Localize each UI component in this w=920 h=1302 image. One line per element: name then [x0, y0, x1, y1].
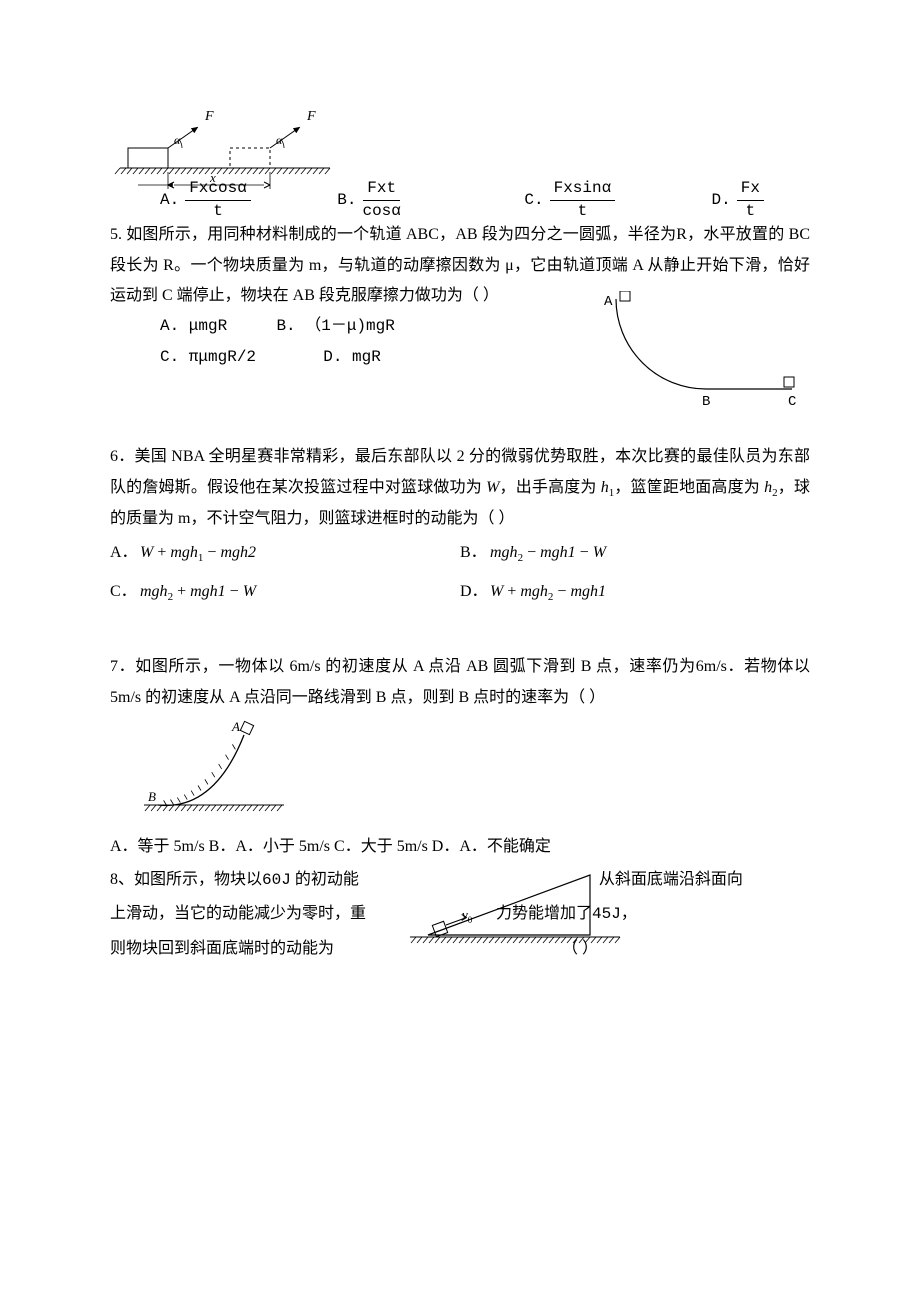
q8-line2a: 上滑动，当它的动能减少为零时，重	[110, 905, 366, 922]
q6-W: W	[486, 479, 499, 496]
svg-text:F: F	[204, 110, 214, 124]
q5-opt-b: B. （1－μ)mgR	[276, 317, 394, 335]
q4-opt-b: B. Fxt cosα	[337, 180, 524, 220]
q4-figure: ααFFx	[110, 110, 810, 180]
opt-label: B.	[337, 185, 356, 215]
q8-block: v0 8、如图所示，物块以60J 的初动能从斜面底端沿斜面向 上滑动，当它的动能…	[110, 863, 810, 966]
q8-line3-text: 则物块回到斜面底端时的动能为	[110, 940, 334, 957]
q4-opt-d: D. Fx t	[712, 180, 810, 220]
q8-diagram: v0	[410, 867, 630, 964]
q8-e0: 60J	[262, 871, 291, 889]
svg-text:α: α	[174, 133, 181, 147]
svg-text:α: α	[276, 133, 283, 147]
q4-options: A. Fxcosα t B. Fxt cosα C. Fxsinα t D. F…	[110, 180, 810, 220]
q4-opt-c: C. Fxsinα t	[524, 180, 711, 220]
opt-label: A.	[160, 185, 179, 215]
numerator: Fxt	[363, 180, 400, 201]
q6-opt-c: C．mgh2 + mgh1 − W	[110, 577, 460, 608]
svg-text:A: A	[604, 294, 613, 310]
svg-text:B: B	[702, 394, 710, 410]
q6-opt-a: A．W + mgh1 − mgh2	[110, 538, 460, 569]
numerator: Fxcosα	[185, 180, 251, 201]
svg-text:C: C	[788, 394, 796, 410]
q6-h2: h2	[764, 479, 778, 496]
q4-opt-a: A. Fxcosα t	[160, 180, 337, 220]
q7-options: A．等于 5m/s B．A．小于 5m/s C．大于 5m/s D．A．不能确定	[110, 832, 810, 862]
denominator: t	[213, 201, 223, 221]
fraction: Fxcosα t	[185, 180, 251, 220]
q5-choices-block: A. μmgR B. （1－μ)mgR C. πμmgR/2 D. mgR AB…	[110, 311, 810, 372]
q6-opt-b: B．mgh2 − mgh1 − W	[460, 538, 810, 569]
q5-opt-c: C. πμmgR/2	[160, 348, 256, 366]
numerator: Fxsinα	[550, 180, 616, 201]
q6-opt-d: D．W + mgh2 − mgh1	[460, 577, 810, 608]
denominator: cosα	[362, 201, 400, 221]
q8-mid1: 的初动能	[291, 871, 359, 888]
q6-text-b: ，出手高度为	[499, 479, 600, 496]
svg-text:B: B	[148, 789, 156, 804]
q6-text: 6．美国 NBA 全明星赛非常精彩，最后东部队以 2 分的微弱优势取胜，本次比赛…	[110, 442, 810, 534]
numerator: Fx	[737, 180, 764, 201]
q5-diagram: A B C	[600, 291, 810, 422]
fraction: Fxt cosα	[362, 180, 400, 220]
svg-text:F: F	[306, 110, 316, 124]
fraction: Fxsinα t	[550, 180, 616, 220]
q7-text: 7．如图所示，一物体以 6m/s 的初速度从 A 点沿 AB 圆弧下滑到 B 点…	[110, 652, 810, 713]
opt-label: C.	[524, 185, 543, 215]
q6-options: A．W + mgh1 − mgh2 B．mgh2 − mgh1 − W C．mg…	[110, 534, 810, 612]
q8-pre: 8、如图所示，物块以	[110, 871, 262, 888]
fraction: Fx t	[737, 180, 764, 220]
q6-h1: h1	[601, 479, 615, 496]
denominator: t	[746, 201, 756, 221]
opt-label: D.	[712, 185, 731, 215]
denominator: t	[578, 201, 588, 221]
svg-text:A: A	[231, 719, 240, 734]
q5-opt-d: D. mgR	[323, 348, 381, 366]
q6-text-c: ，篮筐距地面高度为	[614, 479, 764, 496]
q7-diagram: AB	[144, 719, 810, 830]
q5-opt-a: A. μmgR	[160, 317, 227, 335]
